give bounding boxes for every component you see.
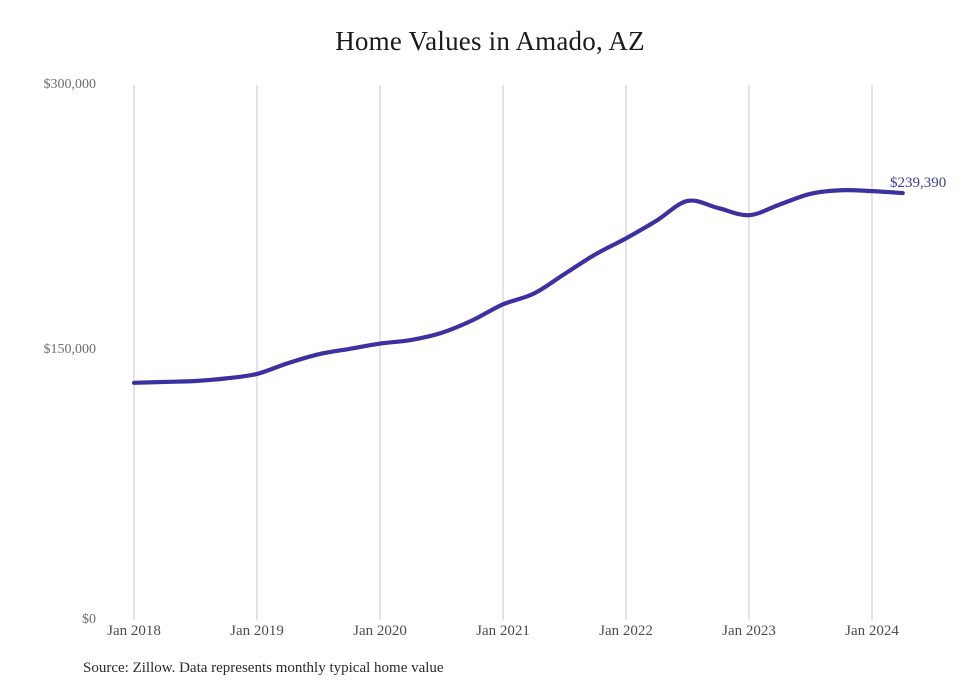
x-tick-label-jan-2021: Jan 2021 <box>476 623 530 639</box>
y-tick-label-300000: $300,000 <box>43 77 97 92</box>
x-tick-label-jan-2023: Jan 2023 <box>722 623 776 639</box>
series-line-typical-home-value <box>131 188 905 385</box>
gridlines-vertical <box>133 85 873 620</box>
y-tick-label-0: $0 <box>82 612 96 627</box>
page-title: Home Values in Amado, AZ <box>335 26 645 56</box>
end-value-annotation: $239,390 <box>890 175 947 191</box>
source-note: Source: Zillow. Data represents monthly … <box>83 660 444 676</box>
x-tick-label-jan-2022: Jan 2022 <box>599 623 653 639</box>
x-tick-label-jan-2019: Jan 2019 <box>230 623 284 639</box>
x-tick-label-jan-2020: Jan 2020 <box>353 623 407 639</box>
y-tick-label-150000: $150,000 <box>43 342 97 357</box>
x-tick-label-jan-2024: Jan 2024 <box>845 623 899 639</box>
x-tick-label-jan-2018: Jan 2018 <box>107 623 161 639</box>
